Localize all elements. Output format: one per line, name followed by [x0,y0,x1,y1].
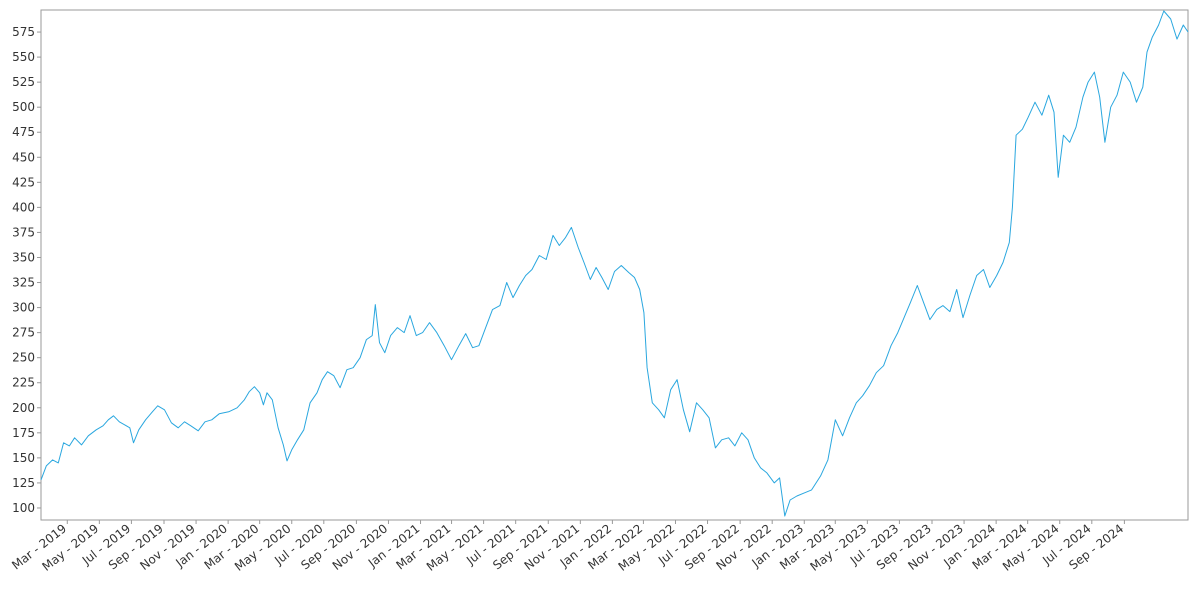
y-tick-label: 400 [12,200,35,214]
y-tick-label: 100 [12,501,35,515]
series-line [40,10,1189,517]
y-tick-label: 475 [12,125,35,139]
y-tick-label: 525 [12,75,35,89]
y-tick-label: 550 [12,50,35,64]
y-tick-label: 275 [12,326,35,340]
y-tick-label: 425 [12,175,35,189]
y-tick-label: 575 [12,25,35,39]
y-tick-label: 500 [12,100,35,114]
y-tick-label: 150 [12,451,35,465]
y-axis: 100 125 150 175 200 225 250 275 300 325 350 375 400 4… [12,25,41,515]
y-tick-label: 375 [12,225,35,239]
y-tick-label: 300 [12,301,35,315]
y-tick-label: 125 [12,476,35,490]
y-tick-label: 250 [12,351,35,365]
y-tick-label: 350 [12,250,35,264]
plot-area [40,9,1189,521]
y-tick-label: 175 [12,426,35,440]
y-tick-label: 450 [12,150,35,164]
y-tick-label: 200 [12,401,35,415]
y-tick-label: 325 [12,276,35,290]
y-tick-label: 225 [12,376,35,390]
